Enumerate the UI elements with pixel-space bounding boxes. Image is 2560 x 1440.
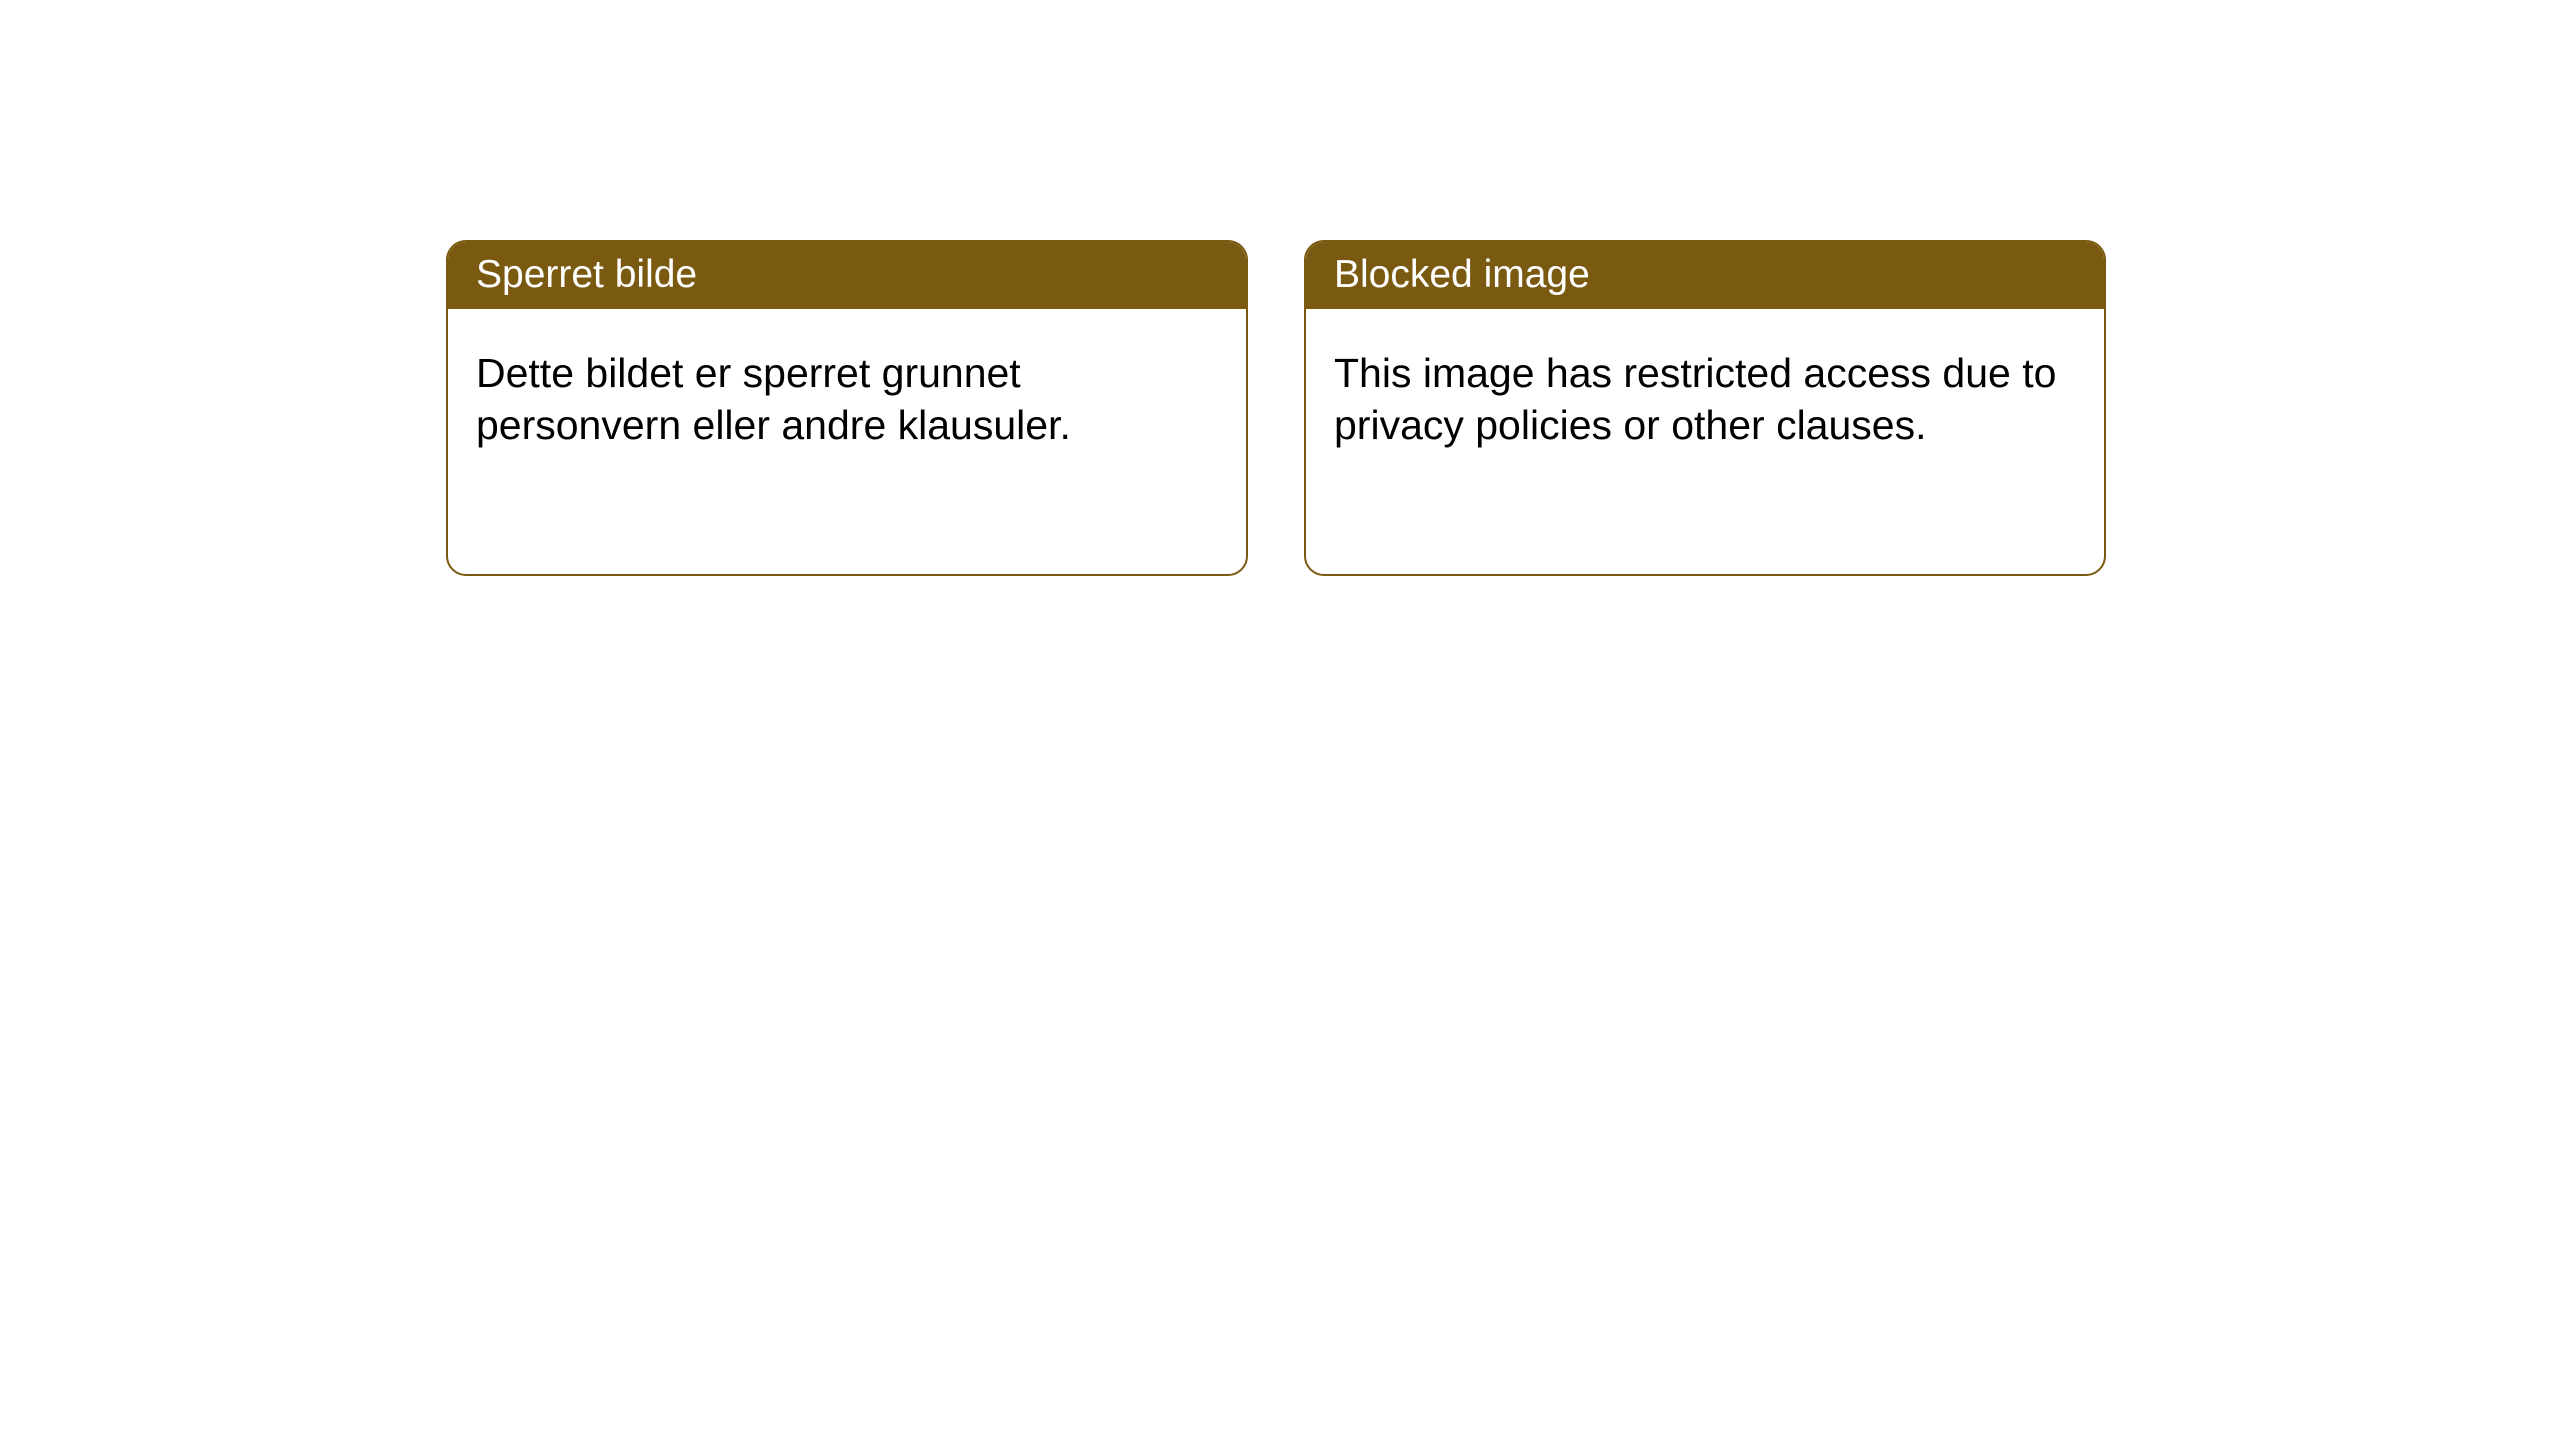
notice-text-norwegian: Dette bildet er sperret grunnet personve…: [476, 350, 1071, 448]
notice-box-norwegian: Sperret bilde Dette bildet er sperret gr…: [446, 240, 1248, 576]
notice-text-english: This image has restricted access due to …: [1334, 350, 2056, 448]
notice-header-english: Blocked image: [1306, 242, 2104, 309]
notice-header-norwegian: Sperret bilde: [448, 242, 1246, 309]
notice-title-norwegian: Sperret bilde: [476, 253, 697, 296]
notice-title-english: Blocked image: [1334, 253, 1590, 296]
notice-body-norwegian: Dette bildet er sperret grunnet personve…: [448, 309, 1246, 490]
notice-box-english: Blocked image This image has restricted …: [1304, 240, 2106, 576]
notice-body-english: This image has restricted access due to …: [1306, 309, 2104, 490]
notice-container: Sperret bilde Dette bildet er sperret gr…: [446, 240, 2106, 576]
